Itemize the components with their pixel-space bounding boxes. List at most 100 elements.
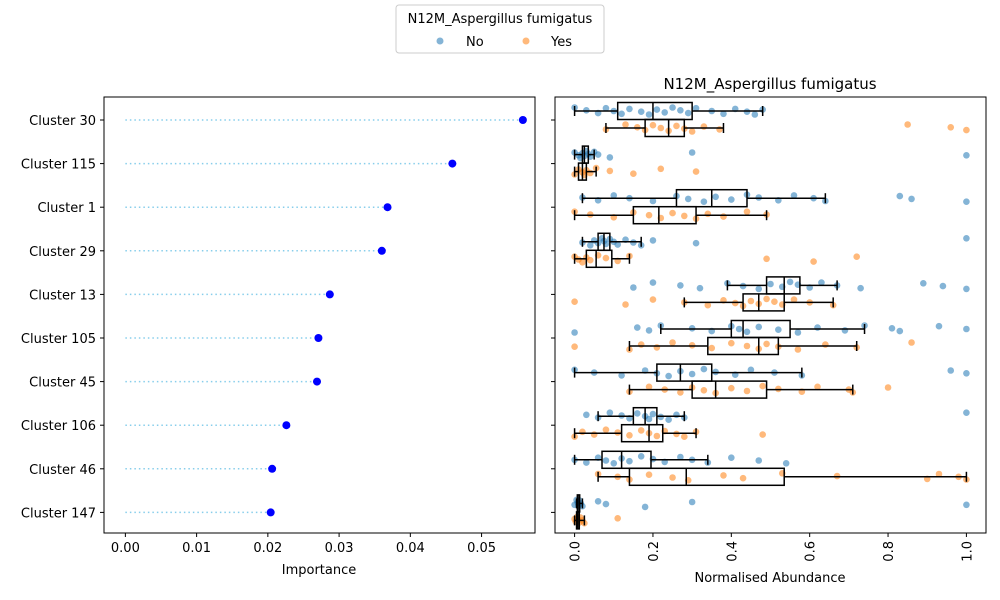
importance-marks — [125, 116, 527, 517]
legend-label-no: No — [466, 35, 484, 50]
abundance-point — [649, 237, 657, 244]
importance-y-tick-label: Cluster 147 — [21, 506, 96, 521]
abundance-point — [630, 284, 637, 291]
abundance-point — [712, 193, 719, 201]
abundance-point — [790, 296, 798, 303]
abundance-point — [594, 498, 602, 505]
abundance-point — [782, 460, 790, 467]
importance-x-tick-label: 0.05 — [467, 541, 496, 556]
abundance-point — [586, 169, 594, 177]
abundance-point — [755, 457, 763, 464]
abundance-point — [688, 370, 696, 378]
abundance-point — [637, 453, 645, 460]
abundance-point — [579, 428, 586, 436]
abundance-point — [602, 457, 610, 464]
abundance-point — [708, 344, 716, 352]
abundance-point — [747, 297, 755, 305]
abundance-point — [645, 211, 653, 219]
abundance-point — [947, 124, 955, 131]
abundance-point — [747, 366, 755, 374]
abundance-point — [794, 346, 802, 353]
abundance-box — [742, 293, 785, 312]
abundance-point — [884, 384, 892, 391]
abundance-point — [688, 149, 696, 156]
abundance-point — [720, 472, 727, 479]
abundance-point — [963, 409, 970, 417]
abundance-point — [963, 370, 970, 377]
abundance-x-tick-label: 0.2 — [647, 541, 662, 562]
abundance-point — [606, 409, 614, 417]
importance-point — [518, 116, 527, 124]
abundance-point — [743, 387, 751, 395]
abundance-point — [759, 382, 766, 390]
abundance-point — [586, 242, 594, 249]
importance-point — [313, 377, 322, 386]
abundance-point — [896, 192, 904, 200]
abundance-point — [681, 433, 688, 441]
abundance-point — [700, 387, 708, 394]
legend-marker-no — [436, 37, 444, 45]
abundance-x-axis: 0.0 0.2 0.4 0.6 0.8 1.0 — [569, 533, 975, 562]
importance-point — [314, 334, 323, 342]
importance-x-tick-label: 0.02 — [253, 541, 282, 556]
abundance-point — [857, 284, 864, 292]
abundance-point — [963, 126, 970, 134]
abundance-point — [963, 152, 970, 159]
abundance-point — [904, 121, 911, 128]
abundance-point — [665, 372, 672, 380]
importance-point — [377, 246, 386, 255]
abundance-point — [649, 197, 657, 205]
abundance-point — [669, 339, 676, 346]
abundance-point — [743, 342, 751, 350]
importance-point — [325, 290, 334, 299]
abundance-box — [585, 249, 613, 269]
abundance-point — [763, 340, 770, 348]
abundance-point — [696, 284, 704, 292]
abundance-point — [641, 503, 649, 511]
abundance-box — [620, 423, 664, 443]
abundance-box — [632, 205, 697, 225]
abundance-chart: N12M_Aspergillus fumigatus 0.0 0.2 0.4 0.6 0… — [551, 75, 987, 586]
abundance-point — [818, 279, 825, 286]
abundance-point — [649, 296, 657, 303]
abundance-point — [814, 383, 821, 391]
abundance-point — [688, 498, 696, 506]
abundance-point — [720, 213, 727, 220]
abundance-point — [649, 410, 657, 418]
importance-x-tick-label: 0.04 — [396, 541, 425, 556]
abundance-point — [963, 198, 970, 205]
abundance-point — [755, 285, 763, 293]
abundance-point — [653, 106, 661, 113]
abundance-x-axis-label: Normalised Abundance — [694, 571, 845, 586]
abundance-point — [669, 104, 676, 111]
abundance-x-tick-label: 0.0 — [569, 541, 584, 562]
abundance-point — [786, 278, 794, 286]
abundance-point — [751, 111, 759, 118]
abundance-point — [939, 282, 947, 290]
abundance-point — [673, 122, 680, 130]
abundance-point — [677, 453, 684, 461]
abundance-point — [633, 410, 641, 417]
abundance-point — [669, 474, 676, 481]
abundance-point — [692, 239, 700, 247]
abundance-point — [606, 154, 614, 161]
abundance-point — [853, 253, 860, 260]
abundance-point — [947, 367, 955, 374]
importance-point — [282, 421, 291, 430]
abundance-point — [908, 339, 915, 346]
abundance-point — [677, 389, 684, 396]
abundance-point — [665, 416, 672, 424]
abundance-point — [963, 325, 970, 333]
abundance-box — [656, 363, 713, 382]
abundance-point — [677, 107, 684, 114]
abundance-point — [700, 365, 708, 373]
abundance-x-tick-label: 1.0 — [960, 541, 975, 562]
abundance-point — [571, 329, 578, 336]
abundance-point — [653, 344, 661, 351]
importance-y-tick-label: Cluster 1 — [37, 201, 96, 216]
legend: N12M_Aspergillus fumigatus No Yes — [395, 4, 605, 54]
abundance-point — [728, 196, 735, 203]
abundance-point — [963, 501, 970, 509]
abundance-point — [645, 111, 653, 118]
abundance-point — [704, 210, 712, 218]
